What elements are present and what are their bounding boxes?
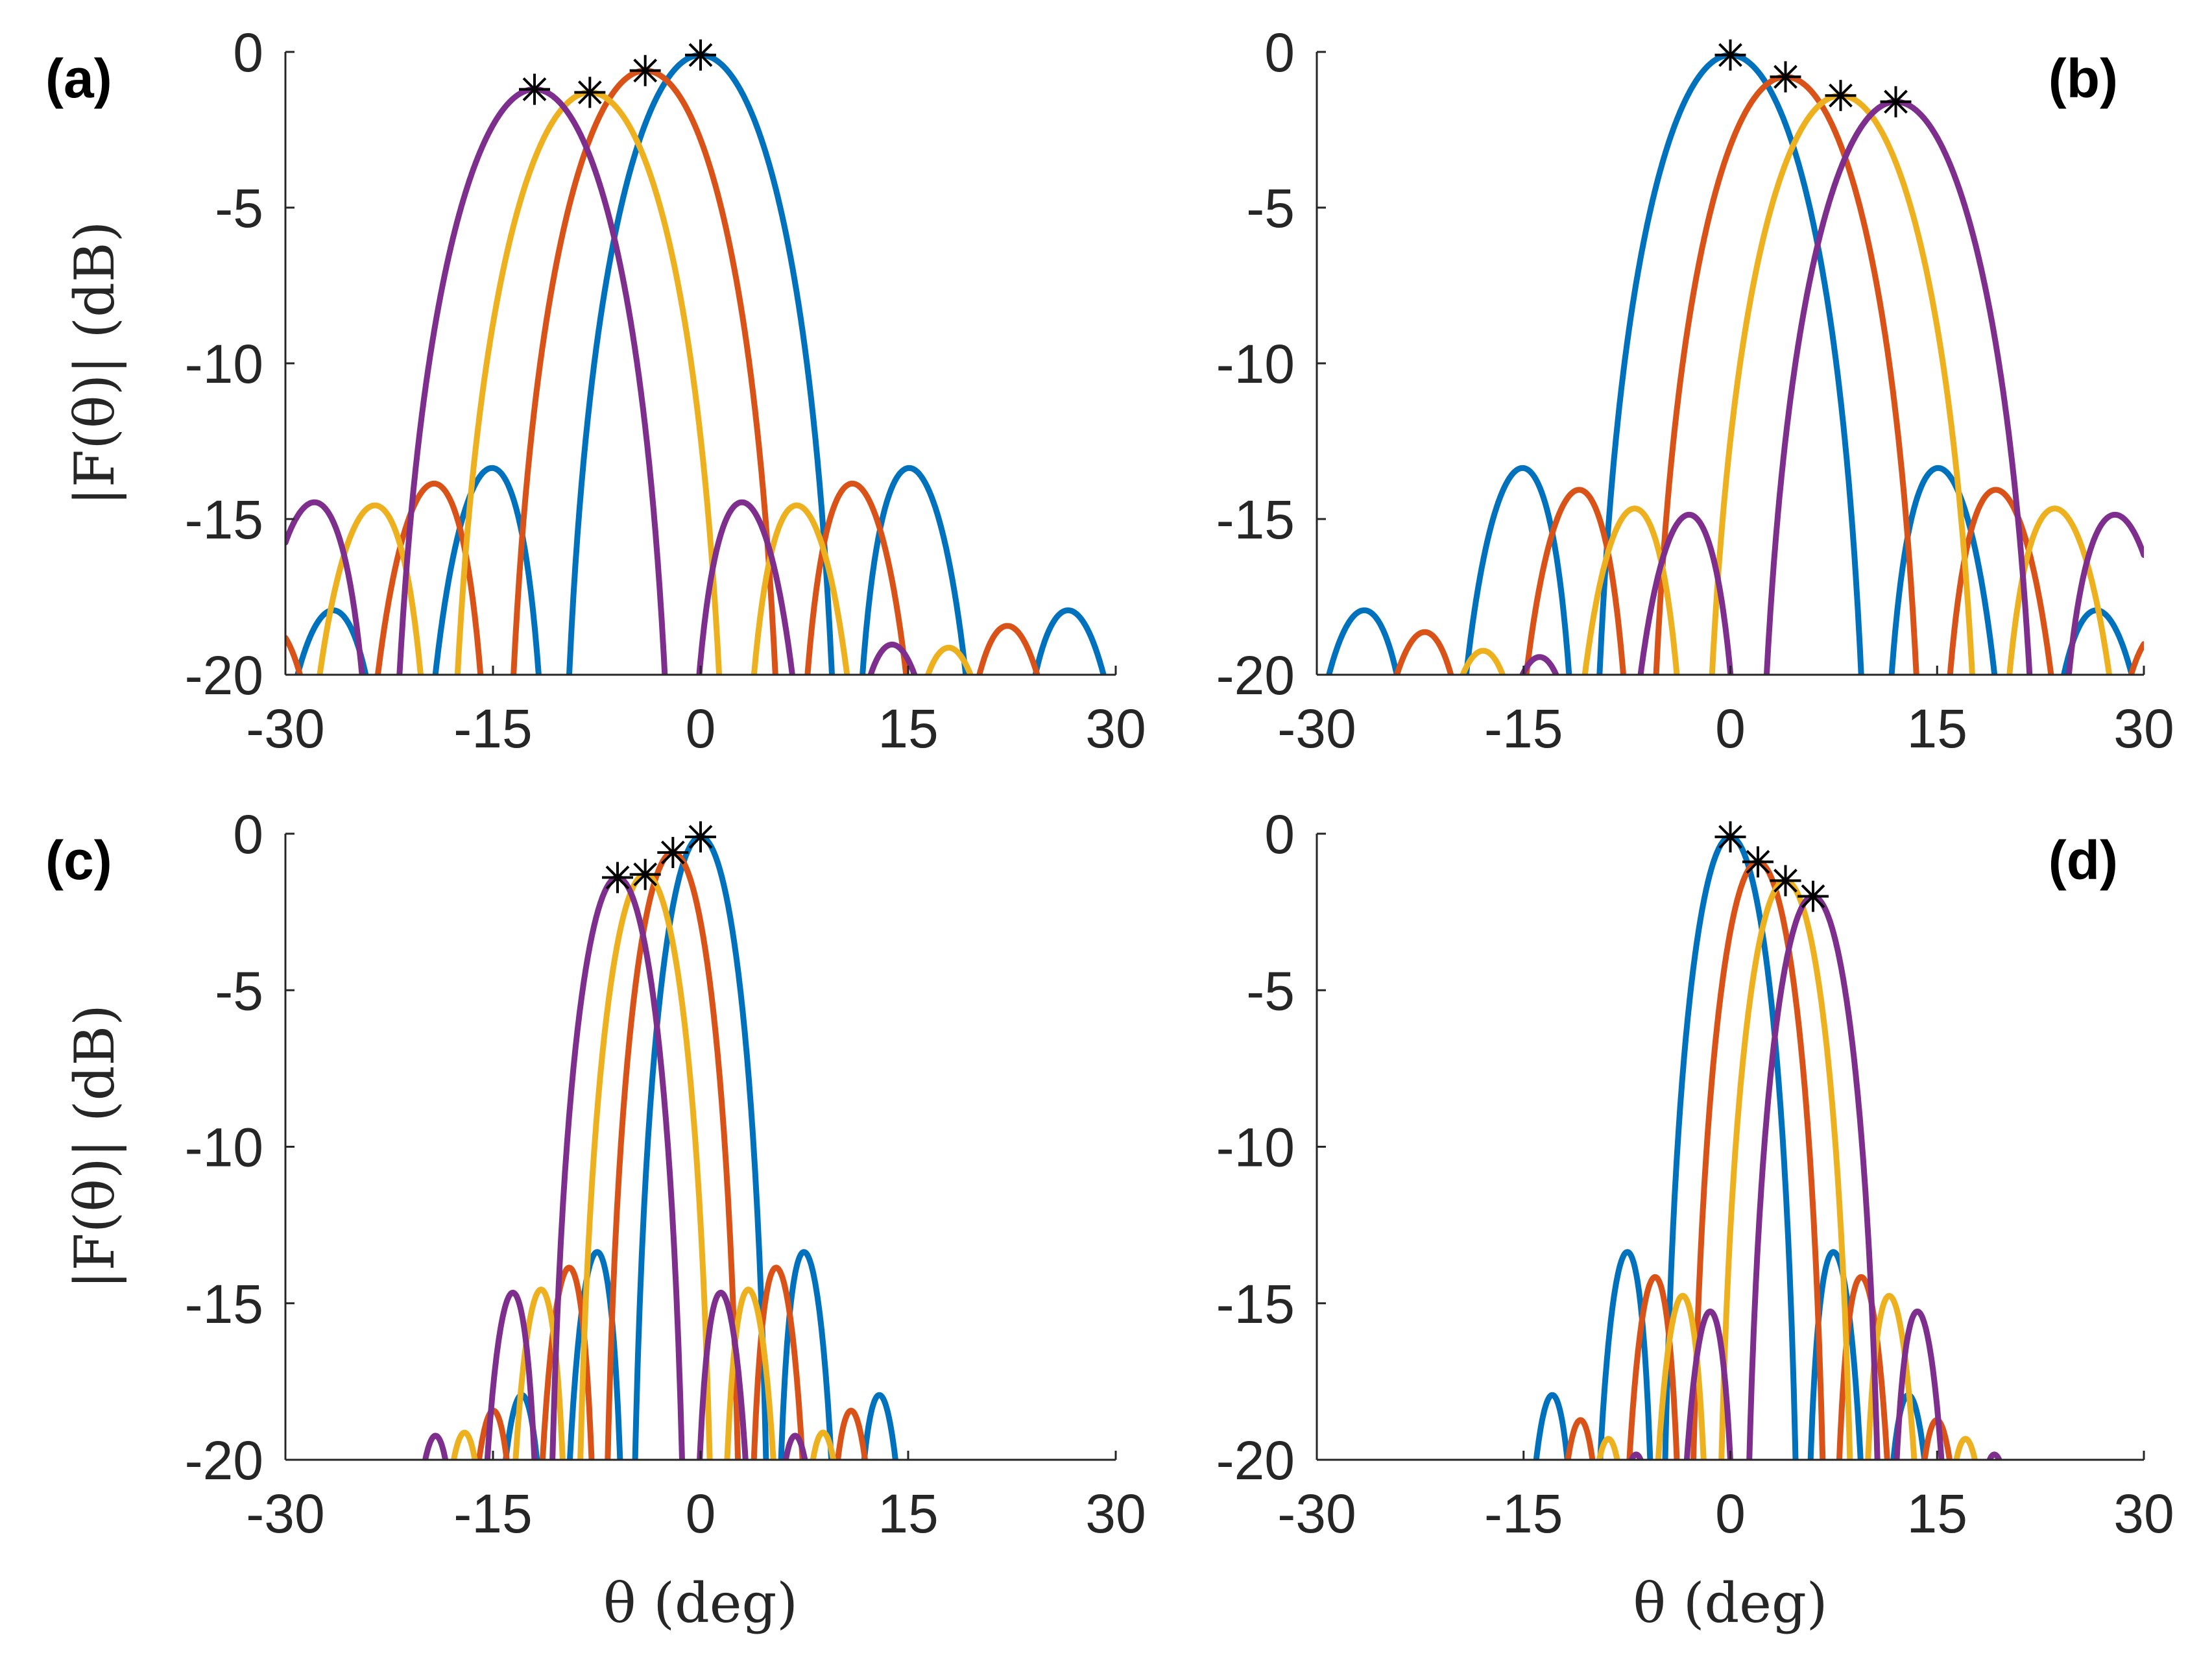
y-axis-title: |F(θ)| (dB) xyxy=(63,221,126,506)
x-tick-label: 15 xyxy=(878,698,938,759)
x-tick-label: 30 xyxy=(2113,1483,2174,1544)
series-line-1 xyxy=(476,849,869,1460)
panel-a: -30 -15 0 15 30 0 -5 -10 -15 -20 |F(θ)| (dB) (a) xyxy=(45,22,1146,759)
peak-marker-2 xyxy=(1825,80,1857,112)
x-tick-label: 30 xyxy=(2113,698,2174,759)
y-tick-label: -15 xyxy=(185,1274,263,1335)
series-line-1 xyxy=(1393,73,2144,675)
peak-marker-2 xyxy=(629,858,661,890)
peak-marker-3 xyxy=(1797,880,1829,912)
panel-b: -30 -15 0 15 30 0 -5 -10 -15 -20 (b) xyxy=(1216,22,2174,759)
x-tick-label: 0 xyxy=(686,698,716,759)
panel-label: (c) xyxy=(45,830,112,891)
panel-label: (b) xyxy=(2049,48,2118,109)
y-tick-label: 0 xyxy=(233,804,263,865)
y-tick-label: 0 xyxy=(233,22,263,83)
x-tick-label: -30 xyxy=(1277,698,1356,759)
peak-marker-2 xyxy=(1770,865,1801,897)
y-tick-label: -20 xyxy=(1216,645,1295,706)
y-tick-label: -5 xyxy=(1246,960,1295,1021)
series-line-2 xyxy=(317,89,974,675)
y-axis-title: |F(θ)| (dB) xyxy=(63,1004,126,1289)
y-tick-label: 0 xyxy=(1264,22,1295,83)
x-tick-label: -15 xyxy=(453,1483,532,1544)
x-tick-label: -30 xyxy=(1277,1483,1356,1544)
panel-c: -30 -15 0 15 30 0 -5 -10 -15 -20 |F(θ)| (dB) θ (deg… xyxy=(45,804,1146,1635)
y-tick-label: -15 xyxy=(185,489,263,550)
peak-marker-0 xyxy=(685,39,716,71)
peak-marker-3 xyxy=(602,862,633,893)
series-line-3 xyxy=(422,875,808,1460)
peak-marker-0 xyxy=(685,821,716,853)
y-tick-label: -15 xyxy=(1216,1274,1295,1335)
peak-marker-0 xyxy=(1714,821,1746,853)
curves xyxy=(422,834,898,1460)
peak-marker-1 xyxy=(629,54,661,86)
series-line-2 xyxy=(1460,92,2113,675)
series-line-1 xyxy=(1565,858,1953,1460)
y-tick-label: -10 xyxy=(1216,1117,1295,1178)
panel-label: (a) xyxy=(45,48,112,109)
y-tick-label: -20 xyxy=(185,645,263,706)
y-tick-label: -5 xyxy=(1246,178,1295,239)
y-tick-label: -5 xyxy=(215,178,263,239)
curves xyxy=(285,52,1107,675)
x-tick-label: 0 xyxy=(1715,1483,1746,1544)
peak-marker-1 xyxy=(657,836,689,868)
x-axis-title: θ (deg) xyxy=(603,1571,798,1635)
peak-marker-3 xyxy=(1880,86,1912,117)
x-tick-label: -15 xyxy=(1484,698,1563,759)
series-line-1 xyxy=(285,67,1040,675)
series-line-2 xyxy=(1596,877,1978,1460)
x-tick-label: -30 xyxy=(246,1483,324,1544)
panel-label: (d) xyxy=(2049,830,2118,891)
y-tick-label: -5 xyxy=(215,960,263,1021)
peak-marker-3 xyxy=(519,73,550,105)
y-tick-label: -20 xyxy=(185,1430,263,1491)
x-tick-label: 0 xyxy=(686,1483,716,1544)
y-tick-label: -15 xyxy=(1216,489,1295,550)
x-tick-label: 15 xyxy=(1907,1483,1967,1544)
x-tick-label: -15 xyxy=(453,698,532,759)
peak-marker-1 xyxy=(1742,846,1773,878)
curves xyxy=(1326,52,2144,675)
y-tick-label: -20 xyxy=(1216,1430,1295,1491)
x-tick-label: -15 xyxy=(1484,1483,1563,1544)
series-line-0 xyxy=(1326,52,2135,675)
y-tick-label: 0 xyxy=(1264,804,1295,865)
series-line-2 xyxy=(450,871,837,1460)
x-tick-label: 15 xyxy=(1907,698,1967,759)
x-tick-label: 0 xyxy=(1715,698,1746,759)
x-tick-label: 30 xyxy=(1085,1483,1146,1544)
series-line-3 xyxy=(285,86,918,675)
peak-marker-0 xyxy=(1714,39,1746,71)
y-tick-label: -10 xyxy=(1216,333,1295,394)
y-tick-label: -10 xyxy=(185,333,263,394)
panel-d: -30 -15 0 15 30 0 -5 -10 -15 -20 θ (deg) (d) xyxy=(1216,804,2174,1635)
peak-marker-2 xyxy=(574,77,606,108)
curves xyxy=(1533,834,2002,1460)
peak-marker-1 xyxy=(1770,61,1801,93)
x-tick-label: -30 xyxy=(246,698,324,759)
x-tick-label: 15 xyxy=(878,1483,938,1544)
x-tick-label: 30 xyxy=(1085,698,1146,759)
y-tick-label: -10 xyxy=(185,1117,263,1178)
x-axis-title: θ (deg) xyxy=(1633,1571,1827,1635)
